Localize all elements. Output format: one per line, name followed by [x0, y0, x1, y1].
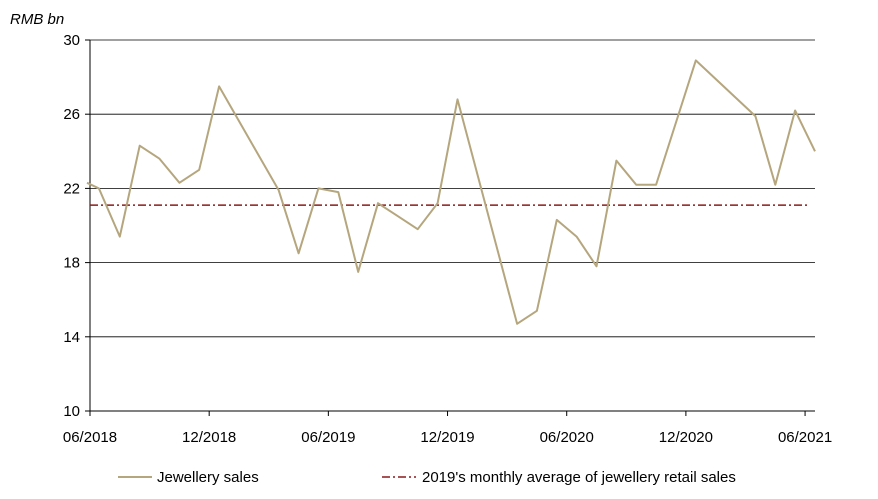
x-tick-label-12-2020: 12/2020 — [659, 429, 713, 446]
x-tick-label-06-2021: 06/2021 — [778, 429, 832, 446]
x-tick-label-12-2018: 12/2018 — [182, 429, 236, 446]
series-layer — [86, 59, 816, 325]
y-tick-label-30: 30 — [63, 32, 80, 49]
legend-label-2019-average: 2019's monthly average of jewellery reta… — [422, 469, 736, 486]
y-tick-label-26: 26 — [63, 106, 80, 123]
y-tick-label-22: 22 — [63, 180, 80, 197]
legend: Jewellery sales 2019's monthly average o… — [118, 469, 736, 486]
x-tick-label-12-2019: 12/2019 — [420, 429, 474, 446]
y-tick-label-18: 18 — [63, 255, 80, 272]
x-tick-label-06-2020: 06/2020 — [540, 429, 594, 446]
y-tick-label-14: 14 — [63, 329, 80, 346]
axis-layer: 10 14 18 22 26 30 06/2018 12/2018 06/2019 12/2019… — [63, 32, 832, 446]
y-axis-unit-label: RMB bn — [10, 11, 64, 28]
legend-label-jewellery-sales: Jewellery sales — [157, 469, 259, 486]
series-line-jewellery-sales — [86, 59, 816, 325]
x-tick-label-06-2018: 06/2018 — [63, 429, 117, 446]
x-tick-label-06-2019: 06/2019 — [301, 429, 355, 446]
y-tick-label-10: 10 — [63, 403, 80, 420]
grid-layer — [90, 39, 815, 338]
